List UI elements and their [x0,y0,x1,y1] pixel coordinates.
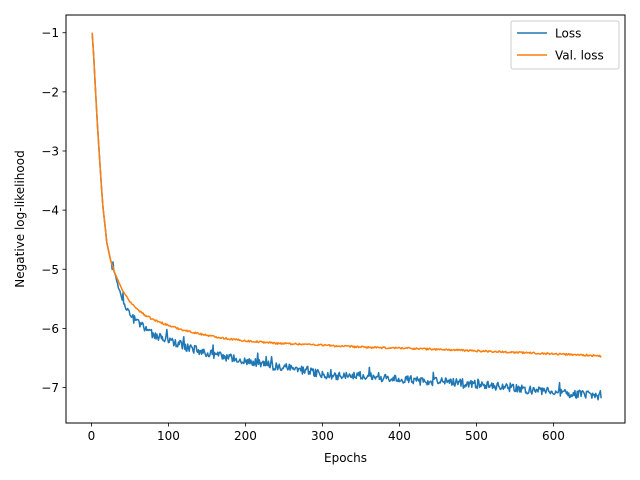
x-tick-label: 300 [311,429,334,443]
y-tick-label: −3 [41,145,59,159]
x-tick-label: 500 [465,429,488,443]
y-tick-label: −1 [41,26,59,40]
series-line-val-loss [91,32,602,358]
y-tick-label: −7 [41,381,59,395]
x-tick-label: 600 [542,429,565,443]
x-tick-label: 0 [88,429,96,443]
y-tick-label: −4 [41,204,59,218]
y-axis: −1 −2 −3 −4 −5 −6 −7 [41,26,66,395]
x-tick-label: 200 [234,429,257,443]
y-tick-label: −6 [41,322,59,336]
y-tick-label: −2 [41,85,59,99]
x-axis: 0 100 200 300 400 500 600 [88,423,565,443]
legend: Loss Val. loss [510,20,620,70]
series-line-loss [91,32,602,401]
x-tick-label: 100 [157,429,180,443]
y-axis-label: Negative log-likelihood [13,150,27,287]
x-axis-label: Epochs [324,451,367,465]
plot-frame [65,14,626,424]
series-layer [91,32,602,401]
legend-label-val-loss: Val. loss [555,49,604,63]
y-tick-label: −5 [41,263,59,277]
plot-area [65,14,626,424]
legend-label-loss: Loss [555,27,581,41]
x-tick-label: 400 [388,429,411,443]
